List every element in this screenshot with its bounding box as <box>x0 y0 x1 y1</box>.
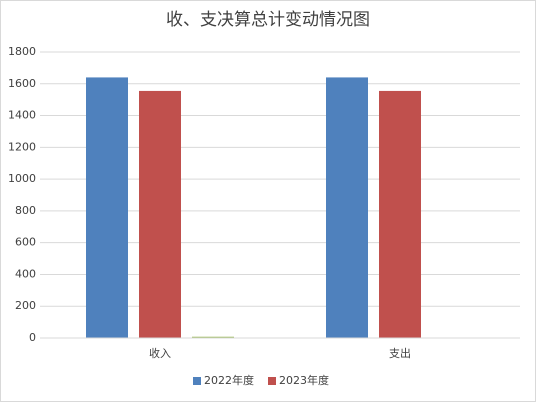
y-tick-label: 1200 <box>8 140 36 153</box>
bar <box>86 77 128 338</box>
legend-label: 2022年度 <box>204 373 254 387</box>
x-tick-label: 收入 <box>149 346 171 360</box>
y-tick-label: 1600 <box>8 77 36 90</box>
y-tick-label: 600 <box>15 236 36 249</box>
bar <box>326 77 368 338</box>
y-tick-label: 200 <box>15 299 36 312</box>
x-tick-label: 支出 <box>389 346 411 360</box>
y-tick-label: 0 <box>29 331 36 344</box>
y-tick-label: 1800 <box>8 45 36 58</box>
legend-label: 2023年度 <box>279 373 329 387</box>
y-tick-label: 1400 <box>8 109 36 122</box>
legend-swatch <box>268 377 276 385</box>
y-tick-label: 800 <box>15 204 36 217</box>
bar <box>139 90 181 338</box>
y-tick-label: 1000 <box>8 172 36 185</box>
legend-swatch <box>193 377 201 385</box>
y-tick-label: 400 <box>15 267 36 280</box>
bar <box>379 90 421 338</box>
bar <box>192 336 234 338</box>
chart-title: 收、支决算总计变动情况图 <box>166 10 370 30</box>
